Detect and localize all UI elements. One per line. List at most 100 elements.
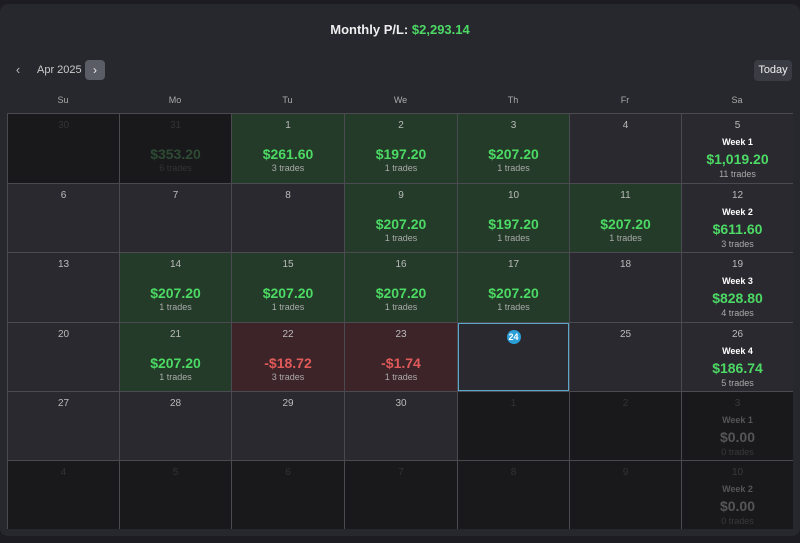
day-cell[interactable]: 2 $197.20 1 trades — [345, 114, 457, 183]
weekday-1: Mo — [168, 95, 182, 105]
day-number: 27 — [57, 398, 70, 409]
day-cell[interactable]: 28 — [120, 392, 231, 460]
calendar-grid: 30 31 $353.20 6 trades 1 $261.60 3 trades 2 $197… — [7, 113, 793, 529]
day-cell[interactable]: 27 — [8, 392, 119, 460]
day-trade-count: 3 trades — [271, 372, 305, 382]
week-label: Week 1 — [722, 137, 753, 147]
today-badge: 24 — [506, 330, 521, 344]
day-cell[interactable]: 31 $353.20 6 trades — [120, 114, 231, 183]
week-pl-amount: $186.74 — [712, 360, 763, 376]
day-cell[interactable]: 10 $197.20 1 trades — [458, 184, 569, 252]
week-pl-amount: $0.00 — [719, 429, 756, 445]
day-cell[interactable]: 6 — [8, 184, 119, 252]
day-cell[interactable]: 9 $207.20 1 trades — [345, 184, 457, 252]
day-pl-amount: $207.20 — [262, 285, 314, 301]
day-pl-amount: $207.20 — [488, 285, 539, 301]
day-number: 23 — [395, 329, 407, 340]
day-cell[interactable]: 16 $207.20 1 trades — [345, 253, 457, 322]
day-trade-count: 1 trades — [497, 302, 530, 312]
day-cell[interactable]: 14 $207.20 1 trades — [120, 253, 231, 322]
day-number: 25 — [619, 329, 632, 340]
day-cell[interactable]: 30 — [345, 392, 457, 460]
day-cell[interactable]: 13 — [8, 253, 119, 322]
week-trade-count: 4 trades — [721, 308, 754, 318]
day-pl-amount: -$1.74 — [381, 355, 421, 371]
day-pl-amount: $207.20 — [150, 285, 201, 301]
day-number: 7 — [172, 190, 179, 201]
day-number: 4 — [622, 120, 629, 131]
day-number: 20 — [57, 329, 70, 340]
today-button[interactable]: Today — [754, 60, 792, 81]
day-number: 3 — [510, 120, 517, 131]
day-number: 14 — [169, 259, 182, 270]
day-cell[interactable]: 3 $207.20 1 trades — [458, 114, 569, 183]
day-cell[interactable]: 4 — [570, 114, 681, 183]
day-number: 8 — [510, 467, 517, 478]
day-pl-amount: $207.20 — [375, 216, 427, 232]
day-cell[interactable]: 2 — [570, 392, 681, 460]
week-summary-cell[interactable]: 10 Week 2 $0.00 0 trades — [682, 461, 793, 529]
day-number: 30 — [57, 120, 70, 131]
day-cell[interactable]: 17 $207.20 1 trades — [458, 253, 569, 322]
day-cell[interactable]: 7 — [120, 184, 231, 252]
week-summary-cell[interactable]: 5 Week 1 $1,019.20 11 trades — [682, 114, 793, 183]
day-cell[interactable]: 6 — [232, 461, 344, 529]
day-pl-amount: $207.20 — [488, 146, 539, 162]
day-cell[interactable]: 1 — [458, 392, 569, 460]
week-trade-count: 0 trades — [721, 516, 754, 526]
day-cell[interactable]: 18 — [570, 253, 681, 322]
next-month-button[interactable]: › — [85, 60, 105, 80]
day-number: 31 — [169, 120, 182, 131]
week-summary-cell[interactable]: 26 Week 4 $186.74 5 trades — [682, 323, 793, 391]
week-summary-cell[interactable]: 3 Week 1 $0.00 0 trades — [682, 392, 793, 460]
day-number: 4 — [60, 467, 67, 478]
day-trade-count: 3 trades — [271, 163, 305, 173]
day-cell[interactable]: 22 -$18.72 3 trades — [232, 323, 344, 391]
day-cell[interactable]: 25 — [570, 323, 681, 391]
day-trade-count: 1 trades — [384, 233, 418, 243]
day-cell[interactable]: 24 — [458, 323, 569, 391]
day-cell[interactable]: 8 — [232, 184, 344, 252]
monthly-pl-value: $2,293.14 — [411, 22, 470, 37]
day-cell[interactable]: 5 — [120, 461, 231, 529]
day-cell[interactable]: 1 $261.60 3 trades — [232, 114, 344, 183]
day-pl-amount: $207.20 — [150, 355, 201, 371]
day-number: 21 — [169, 329, 182, 340]
week-label: Week 4 — [722, 346, 753, 356]
day-pl-amount: -$18.72 — [264, 355, 312, 371]
day-cell[interactable]: 23 -$1.74 1 trades — [345, 323, 457, 391]
week-label: Week 2 — [722, 207, 753, 217]
day-cell[interactable]: 30 — [8, 114, 119, 183]
day-cell[interactable]: 9 — [570, 461, 681, 529]
day-number: 1 — [510, 398, 517, 409]
day-cell[interactable]: 29 — [232, 392, 344, 460]
chevron-left-icon: ‹ — [15, 62, 21, 77]
day-cell[interactable]: 11 $207.20 1 trades — [570, 184, 681, 252]
day-number: 9 — [622, 467, 629, 478]
day-cell[interactable]: 20 — [8, 323, 119, 391]
day-cell[interactable]: 7 — [345, 461, 457, 529]
day-cell[interactable]: 4 — [8, 461, 119, 529]
day-pl-amount: $207.20 — [600, 216, 651, 232]
week-trade-count: 0 trades — [721, 447, 754, 457]
day-trade-count: 1 trades — [384, 372, 418, 382]
day-cell[interactable]: 21 $207.20 1 trades — [120, 323, 231, 391]
day-number: 17 — [507, 259, 520, 270]
day-cell[interactable]: 8 — [458, 461, 569, 529]
day-number: 29 — [282, 398, 294, 409]
week-trade-count: 11 trades — [719, 169, 756, 179]
weekday-0: Su — [57, 95, 69, 105]
month-label: Apr 2025 — [37, 64, 82, 76]
day-number: 6 — [60, 190, 67, 201]
prev-month-button[interactable]: ‹ — [10, 62, 26, 78]
week-summary-cell[interactable]: 12 Week 2 $611.60 3 trades — [682, 184, 793, 252]
week-trade-count: 5 trades — [721, 378, 754, 388]
day-number: 9 — [398, 190, 404, 201]
day-number: 6 — [285, 467, 291, 478]
day-number: 26 — [731, 329, 744, 340]
week-label: Week 2 — [722, 484, 753, 494]
day-trade-count: 1 trades — [271, 302, 305, 312]
day-cell[interactable]: 15 $207.20 1 trades — [232, 253, 344, 322]
day-trade-count: 1 trades — [159, 372, 192, 382]
week-summary-cell[interactable]: 19 Week 3 $828.80 4 trades — [682, 253, 793, 322]
